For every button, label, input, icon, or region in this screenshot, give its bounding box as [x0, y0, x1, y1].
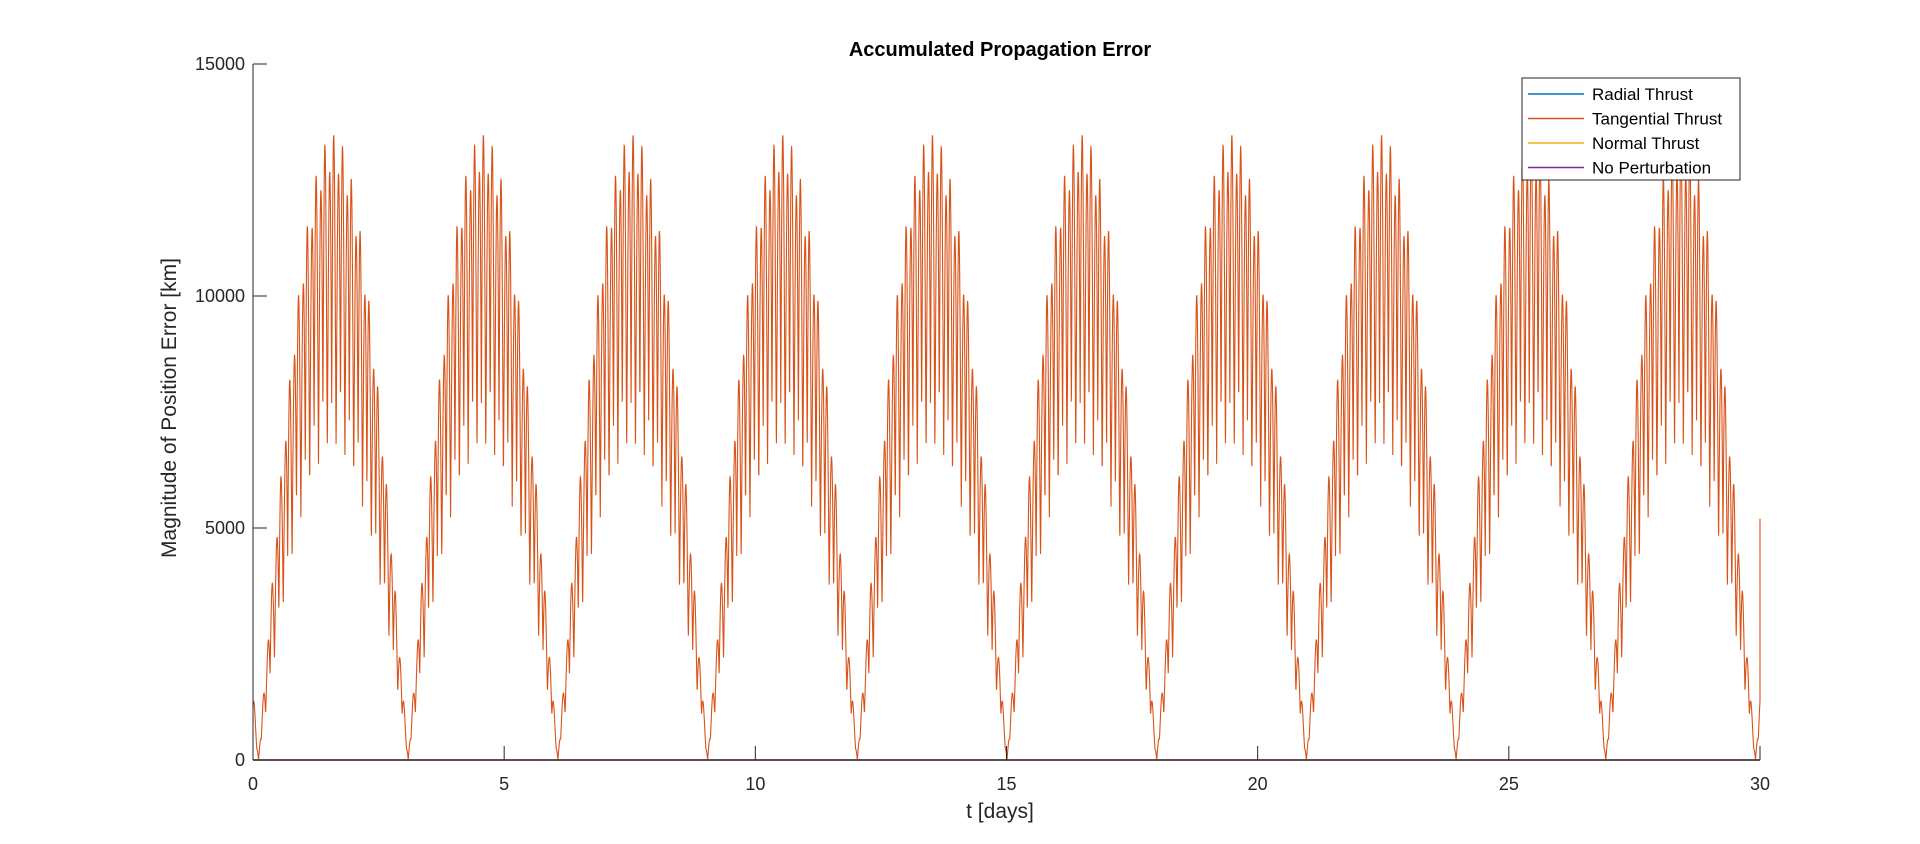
x-tick-label: 25 [1499, 774, 1519, 794]
legend-label: Normal Thrust [1592, 134, 1700, 153]
legend-box [1521, 77, 1741, 181]
x-tick-label: 15 [996, 774, 1016, 794]
x-tick-label: 5 [499, 774, 509, 794]
x-axis-label: t [days] [966, 800, 1034, 823]
y-axis-label: Magnitude of Position Error [km] [158, 258, 181, 558]
y-tick-label: 15000 [195, 54, 245, 74]
legend: Radial Thrust Tangential Thrust Normal Thr… [1521, 77, 1741, 181]
axes: 0 5 10 15 20 25 30 0 5000 10000 15000 [195, 54, 1770, 794]
x-tick-label: 0 [248, 774, 258, 794]
x-tick-label: 10 [745, 774, 765, 794]
legend-label: No Perturbation [1592, 159, 1711, 178]
y-tick-label: 10000 [195, 286, 245, 306]
legend-label: Radial Thrust [1592, 85, 1693, 104]
y-tick-label: 0 [235, 750, 245, 770]
chart-title: Accumulated Propagation Error [849, 39, 1151, 61]
series-layer [252, 135, 1761, 761]
x-tick-label: 30 [1750, 774, 1770, 794]
y-tick-label: 5000 [205, 518, 245, 538]
series-line [252, 135, 1761, 761]
legend-label: Tangential Thrust [1592, 110, 1722, 129]
x-tick-label: 20 [1248, 774, 1268, 794]
